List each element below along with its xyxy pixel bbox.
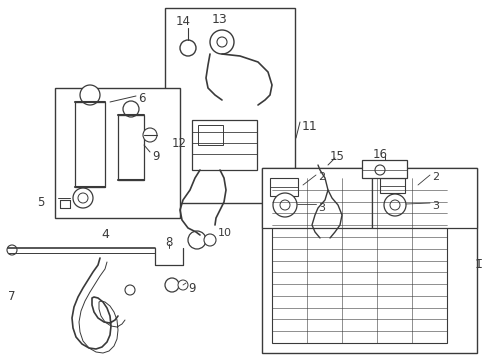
Text: 10: 10 xyxy=(218,228,231,238)
Bar xyxy=(379,178,404,193)
Bar xyxy=(361,160,406,178)
Text: 9: 9 xyxy=(187,282,195,295)
Circle shape xyxy=(209,30,234,54)
Bar xyxy=(198,125,223,145)
Bar xyxy=(75,102,105,187)
Text: 3: 3 xyxy=(317,203,325,213)
Circle shape xyxy=(203,234,216,246)
Circle shape xyxy=(187,231,205,249)
Bar xyxy=(192,120,257,170)
Circle shape xyxy=(73,188,93,208)
Circle shape xyxy=(389,200,399,210)
Text: 7: 7 xyxy=(8,290,16,303)
Circle shape xyxy=(125,285,135,295)
Text: 16: 16 xyxy=(372,148,386,161)
Circle shape xyxy=(80,85,100,105)
Bar xyxy=(55,88,180,218)
Circle shape xyxy=(280,200,289,210)
Text: 6: 6 xyxy=(138,92,145,105)
Text: 2: 2 xyxy=(431,172,438,182)
Circle shape xyxy=(383,194,405,216)
Circle shape xyxy=(178,280,187,290)
Text: 13: 13 xyxy=(212,13,227,26)
Circle shape xyxy=(374,165,384,175)
Circle shape xyxy=(7,245,17,255)
Text: 9: 9 xyxy=(152,150,159,163)
Text: 14: 14 xyxy=(176,15,191,28)
Circle shape xyxy=(272,193,296,217)
Bar xyxy=(371,168,476,228)
Bar xyxy=(262,168,476,353)
Text: 4: 4 xyxy=(101,228,109,241)
Bar xyxy=(118,115,143,180)
Text: 1: 1 xyxy=(474,258,482,271)
Text: 15: 15 xyxy=(329,150,344,163)
Text: 11: 11 xyxy=(302,120,317,133)
Bar xyxy=(271,178,446,343)
Circle shape xyxy=(217,37,226,47)
Circle shape xyxy=(123,101,139,117)
Bar xyxy=(262,168,371,228)
Bar xyxy=(164,8,294,203)
Text: 2: 2 xyxy=(317,172,325,182)
Circle shape xyxy=(180,40,196,56)
Text: 5: 5 xyxy=(38,196,45,209)
Circle shape xyxy=(164,278,179,292)
Text: 3: 3 xyxy=(431,201,438,211)
Text: 8: 8 xyxy=(164,236,172,249)
Text: 12: 12 xyxy=(172,137,186,150)
Circle shape xyxy=(142,128,157,142)
Circle shape xyxy=(78,193,88,203)
Bar xyxy=(269,178,297,196)
